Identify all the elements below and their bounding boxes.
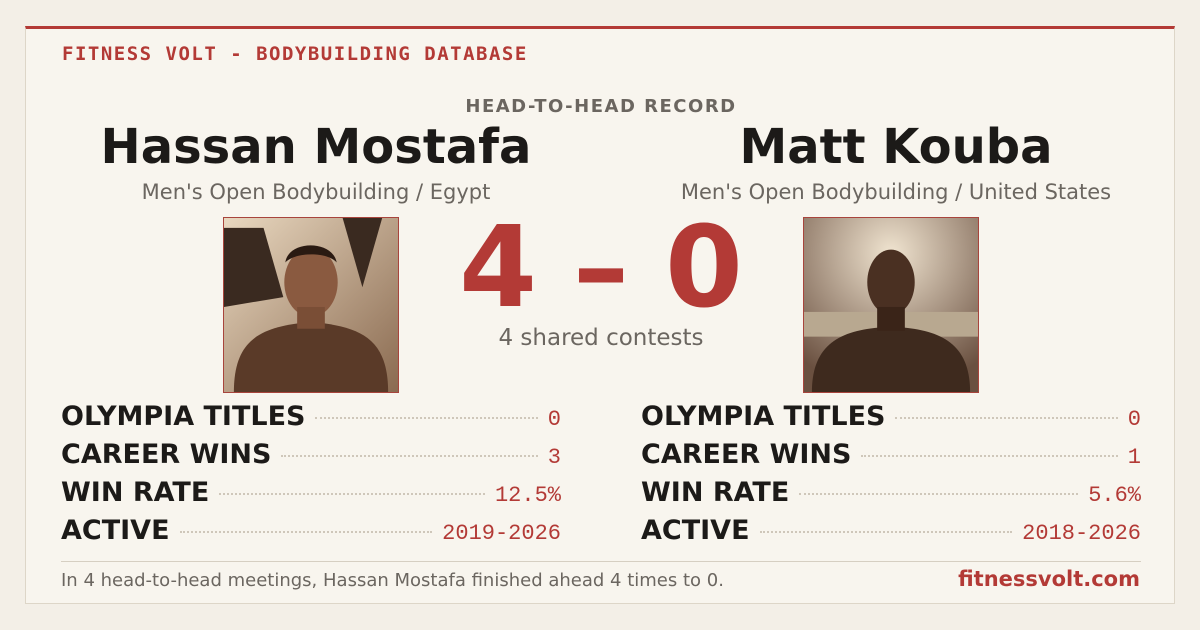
stat-label: CAREER WINS [641, 439, 852, 470]
stat-label: WIN RATE [61, 477, 210, 508]
leader [861, 455, 1118, 457]
stat-label: OLYMPIA TITLES [61, 401, 306, 432]
score-left: 4 [459, 203, 537, 333]
summary: In 4 head-to-head meetings, Hassan Mosta… [61, 570, 724, 591]
stat-value: 2019-2026 [442, 521, 561, 546]
shared-contests: 4 shared contests [498, 325, 704, 351]
division: Men's Open Bodybuilding / Egypt [141, 180, 491, 204]
leader [895, 417, 1118, 419]
stat-row: OLYMPIA TITLES 0 [641, 401, 1141, 439]
section-title: HEAD-TO-HEAD RECORD [465, 96, 737, 117]
leader [315, 417, 538, 419]
leader [281, 455, 538, 457]
fighter-name: Hassan Mostafa [100, 119, 532, 175]
leader [179, 531, 433, 533]
stat-row: CAREER WINS 1 [641, 439, 1141, 477]
leader [219, 493, 485, 495]
stat-label: ACTIVE [641, 515, 750, 546]
stats: OLYMPIA TITLES 0 CAREER WINS 1 WIN RATE 5.6% A… [641, 401, 1141, 553]
stat-value: 3 [547, 445, 561, 470]
stat-label: ACTIVE [61, 515, 170, 546]
stat-value: 12.5% [494, 483, 561, 508]
stat-row: OLYMPIA TITLES 0 [61, 401, 561, 439]
photo [803, 217, 979, 393]
stat-label: OLYMPIA TITLES [641, 401, 886, 432]
score: 4–0 [26, 203, 1176, 333]
stat-value: 0 [547, 407, 561, 432]
stat-value: 5.6% [1088, 483, 1141, 508]
leader [759, 531, 1013, 533]
stat-label: CAREER WINS [61, 439, 272, 470]
leader [799, 493, 1079, 495]
stat-row: WIN RATE 5.6% [641, 477, 1141, 515]
site-link[interactable]: fitnessvolt.com [958, 567, 1140, 591]
divider [61, 561, 1141, 562]
brand: FITNESS VOLT - BODYBUILDING DATABASE [62, 43, 528, 65]
photo [223, 217, 399, 393]
score-right: 0 [665, 203, 743, 333]
stat-row: ACTIVE 2018-2026 [641, 515, 1141, 553]
stat-value: 2018-2026 [1022, 521, 1141, 546]
stat-value: 0 [1127, 407, 1141, 432]
score-separator: – [573, 203, 629, 333]
stats: OLYMPIA TITLES 0 CAREER WINS 3 WIN RATE 12.5%… [61, 401, 561, 553]
stat-row: ACTIVE 2019-2026 [61, 515, 561, 553]
stat-row: WIN RATE 12.5% [61, 477, 561, 515]
fighter-name: Matt Kouba [739, 119, 1053, 175]
stat-value: 1 [1127, 445, 1141, 470]
stat-label: WIN RATE [641, 477, 790, 508]
division: Men's Open Bodybuilding / United States [680, 180, 1112, 204]
stat-row: CAREER WINS 3 [61, 439, 561, 477]
card: FITNESS VOLT - BODYBUILDING DATABASE HEA… [25, 26, 1175, 604]
